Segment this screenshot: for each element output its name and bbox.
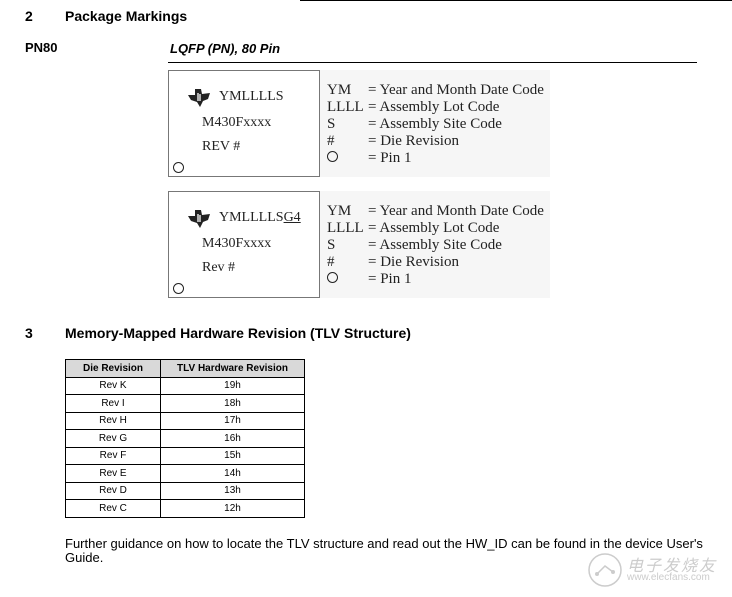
section-3-title: Memory-Mapped Hardware Revision (TLV Str… (65, 325, 411, 341)
chip-outline: YMLLLLS M430Fxxxx REV # (168, 70, 320, 177)
legend-item: S = Assembly Site Code (327, 116, 544, 133)
legend-desc: = Pin 1 (368, 150, 412, 166)
circle-icon (327, 272, 338, 283)
legend-key: # (327, 254, 335, 270)
legend-key: LLLL (327, 99, 364, 115)
pin-1-circle-icon (173, 283, 184, 294)
table-row: Rev K 19h (65, 376, 305, 395)
die-revision-cell: Rev F (65, 446, 161, 465)
die-revision-cell: Rev G (65, 429, 161, 448)
legend-key: S (327, 116, 336, 132)
marking-line-1: YMLLLLSG4 (219, 210, 301, 225)
top-rule (300, 0, 732, 1)
legend-desc: = Assembly Site Code (368, 116, 502, 132)
tlv-revision-table: Die Revision TLV Hardware Revision Rev K… (65, 359, 305, 518)
table-row: Rev E 14h (65, 464, 305, 483)
ti-logo-icon (188, 210, 210, 228)
marking-legend: YM = Year and Month Date Code LLLL = Assemb… (327, 203, 544, 288)
table-row: Rev I 18h (65, 394, 305, 413)
legend-desc: = Assembly Lot Code (368, 99, 500, 115)
section-2-title: Package Markings (65, 8, 188, 24)
marking-line-2: M430Fxxxx (202, 236, 272, 251)
watermark-logo-icon (588, 553, 622, 587)
legend-key: LLLL (327, 220, 364, 236)
tlv-revision-cell: 19h (160, 376, 305, 395)
package-name: PN80 (25, 40, 58, 55)
tlv-revision-cell: 13h (160, 481, 305, 500)
table-row: Rev G 16h (65, 429, 305, 448)
legend-item: # = Die Revision (327, 133, 544, 150)
legend-item: = Pin 1 (327, 150, 544, 167)
table-row: Rev H 17h (65, 411, 305, 430)
legend-desc: = Pin 1 (368, 271, 412, 287)
tlv-revision-cell: 15h (160, 446, 305, 465)
legend-key: YM (327, 82, 352, 98)
legend-item: LLLL = Assembly Lot Code (327, 99, 544, 116)
ti-logo-icon (188, 89, 210, 107)
table-row: Rev F 15h (65, 446, 305, 465)
package-description: LQFP (PN), 80 Pin (170, 41, 281, 56)
legend-item: LLLL = Assembly Lot Code (327, 220, 544, 237)
watermark-text: 电子发烧友 (627, 558, 718, 575)
marking-line-3: REV # (202, 139, 241, 154)
section-3-number: 3 (25, 325, 33, 341)
table-row: Rev C 12h (65, 499, 305, 518)
marking-legend: YM = Year and Month Date Code LLLL = Assemb… (327, 82, 544, 167)
die-revision-cell: Rev I (65, 394, 161, 413)
section-2-number: 2 (25, 8, 33, 24)
watermark-url: www.elecfans.com (627, 572, 710, 583)
legend-item: YM = Year and Month Date Code (327, 82, 544, 99)
package-marking-figure: YMLLLLS M430Fxxxx REV # YM = Year and Mon… (168, 70, 550, 177)
legend-desc: = Assembly Site Code (368, 237, 502, 253)
die-revision-cell: Rev K (65, 376, 161, 395)
die-revision-cell: Rev D (65, 481, 161, 500)
legend-desc: = Year and Month Date Code (368, 203, 544, 219)
legend-item: YM = Year and Month Date Code (327, 203, 544, 220)
circle-icon (327, 151, 338, 162)
legend-item: S = Assembly Site Code (327, 237, 544, 254)
tlv-revision-cell: 16h (160, 429, 305, 448)
marking-line-3: Rev # (202, 260, 236, 275)
legend-key: # (327, 133, 335, 149)
legend-desc: = Year and Month Date Code (368, 82, 544, 98)
pin-1-circle-icon (173, 162, 184, 173)
legend-item: = Pin 1 (327, 271, 544, 288)
elecfans-watermark: 电子发烧友 www.elecfans.com (585, 548, 725, 590)
marking-line-1: YMLLLLS (219, 89, 284, 104)
package-marking-figure: YMLLLLSG4 M430Fxxxx Rev # YM = Year and M… (168, 191, 550, 298)
tlv-revision-cell: 14h (160, 464, 305, 483)
legend-item: # = Die Revision (327, 254, 544, 271)
header-die-revision: Die Revision (65, 359, 161, 378)
subheading-rule (168, 62, 697, 63)
legend-key: YM (327, 203, 352, 219)
die-revision-cell: Rev H (65, 411, 161, 430)
guidance-paragraph: Further guidance on how to locate the TL… (65, 536, 703, 565)
legend-desc: = Die Revision (368, 133, 459, 149)
legend-key (327, 271, 368, 288)
tlv-revision-cell: 12h (160, 499, 305, 518)
die-revision-cell: Rev C (65, 499, 161, 518)
table-row: Rev D 13h (65, 481, 305, 500)
legend-desc: = Assembly Lot Code (368, 220, 500, 236)
tlv-revision-cell: 18h (160, 394, 305, 413)
legend-key (327, 150, 368, 167)
legend-desc: = Die Revision (368, 254, 459, 270)
legend-key: S (327, 237, 336, 253)
header-tlv-hardware-revision: TLV Hardware Revision (160, 359, 305, 378)
marking-line-2: M430Fxxxx (202, 115, 272, 130)
tlv-revision-cell: 17h (160, 411, 305, 430)
chip-outline: YMLLLLSG4 M430Fxxxx Rev # (168, 191, 320, 298)
die-revision-cell: Rev E (65, 464, 161, 483)
